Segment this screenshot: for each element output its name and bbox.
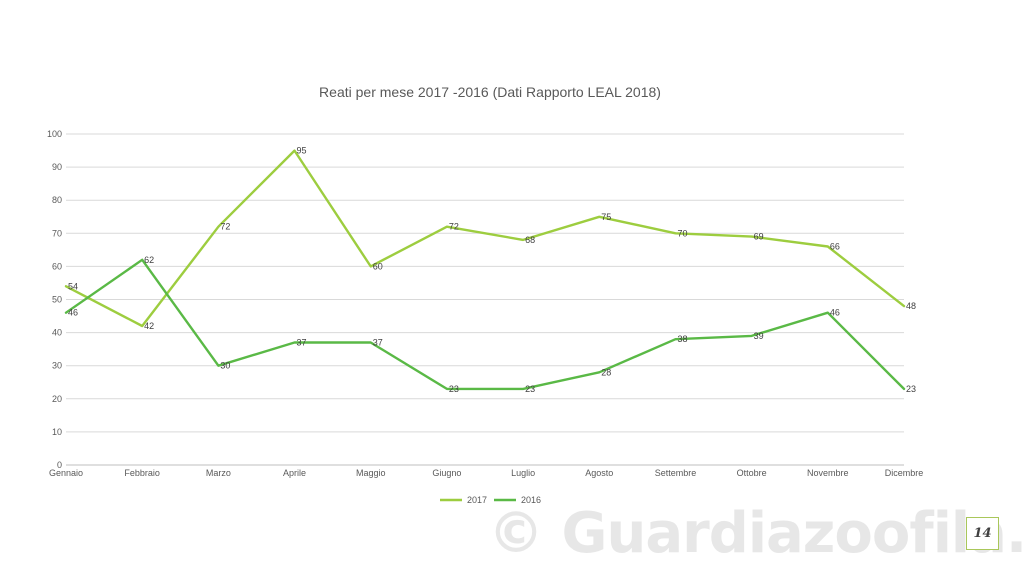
data-label: 66	[830, 242, 840, 252]
data-label: 60	[373, 261, 383, 271]
data-label: 68	[525, 235, 535, 245]
data-label: 54	[68, 281, 78, 291]
data-label: 30	[220, 361, 230, 371]
axes: 0 10 20 30 40 50 60 70 80 90 100 Gennaio Febbraio Mar…	[47, 129, 923, 478]
y-tick-label: 90	[52, 162, 62, 172]
x-tick-label: Dicembre	[885, 468, 924, 478]
data-label: 37	[373, 338, 383, 348]
y-tick-label: 50	[52, 295, 62, 305]
page-number: 14	[966, 517, 999, 550]
data-label: 75	[601, 212, 611, 222]
data-label: 39	[754, 331, 764, 341]
series-line-2017	[64, 149, 906, 328]
data-label: 72	[220, 222, 230, 232]
x-tick-label: Giugno	[432, 468, 461, 478]
y-tick-label: 40	[52, 328, 62, 338]
x-tick-label: Maggio	[356, 468, 386, 478]
x-tick-label: Marzo	[206, 468, 231, 478]
data-label: 70	[677, 228, 687, 238]
y-tick-label: 20	[52, 394, 62, 404]
data-label: 42	[144, 321, 154, 331]
x-tick-label: Settembre	[655, 468, 697, 478]
x-tick-label: Febbraio	[124, 468, 160, 478]
data-label: 38	[677, 334, 687, 344]
x-tick-label: Gennaio	[49, 468, 83, 478]
legend-label-2016: 2016	[521, 495, 541, 505]
legend: 2017 2016	[440, 495, 541, 505]
y-tick-label: 70	[52, 228, 62, 238]
legend-label-2017: 2017	[467, 495, 487, 505]
watermark: © Guardiazoofila.it	[488, 501, 1024, 566]
data-label: 46	[68, 308, 78, 318]
data-label: 48	[906, 301, 916, 311]
x-tick-label: Luglio	[511, 468, 535, 478]
y-tick-label: 10	[52, 427, 62, 437]
data-label: 37	[297, 338, 307, 348]
x-tick-label: Aprile	[283, 468, 306, 478]
data-label: 62	[144, 255, 154, 265]
data-label: 95	[297, 146, 307, 156]
grid	[66, 133, 904, 466]
x-tick-label: Ottobre	[737, 468, 767, 478]
data-label: 23	[449, 384, 459, 394]
y-tick-label: 60	[52, 261, 62, 271]
chart-title: Reati per mese 2017 -2016 (Dati Rapporto…	[319, 84, 661, 100]
y-tick-label: 0	[57, 460, 62, 470]
series-line-2016	[64, 258, 906, 391]
x-tick-label: Novembre	[807, 468, 849, 478]
data-label: 23	[906, 384, 916, 394]
series-lines	[64, 149, 906, 391]
data-label: 23	[525, 384, 535, 394]
data-label: 28	[601, 367, 611, 377]
y-tick-label: 30	[52, 361, 62, 371]
data-label: 69	[754, 232, 764, 242]
y-tick-label: 100	[47, 129, 62, 139]
y-tick-label: 80	[52, 195, 62, 205]
data-labels: 54 42 72 95 60 72 68 75 70 69 66 48 46 62 30 37 37 23 23 28…	[68, 146, 916, 394]
x-tick-label: Agosto	[585, 468, 613, 478]
data-label: 46	[830, 308, 840, 318]
data-label: 72	[449, 222, 459, 232]
